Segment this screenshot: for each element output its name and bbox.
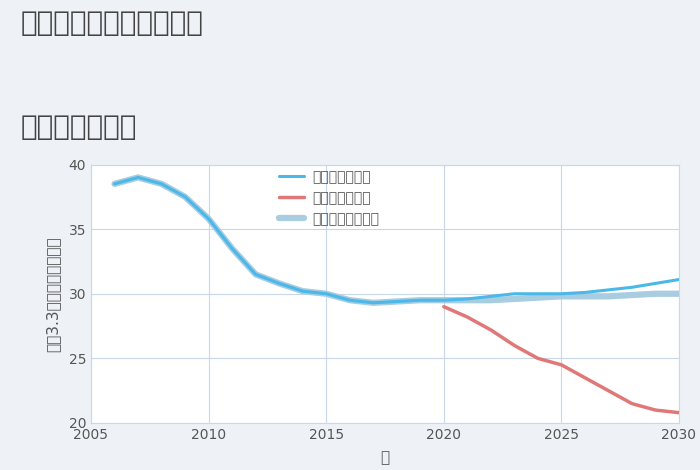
グッドシナリオ (651, 281, 659, 286)
Line: ノーマルシナリオ: ノーマルシナリオ (115, 177, 679, 303)
ノーマルシナリオ (181, 194, 189, 200)
ノーマルシナリオ (275, 281, 284, 286)
ノーマルシナリオ (369, 300, 377, 306)
グッドシナリオ (486, 293, 495, 299)
グッドシナリオ (510, 291, 519, 297)
Line: バッドシナリオ: バッドシナリオ (444, 306, 679, 413)
グッドシナリオ (604, 287, 612, 293)
バッドシナリオ (557, 362, 566, 368)
ノーマルシナリオ (533, 295, 542, 300)
ノーマルシナリオ (510, 296, 519, 302)
グッドシナリオ (416, 298, 424, 303)
ノーマルシナリオ (393, 299, 401, 305)
グッドシナリオ (440, 298, 448, 303)
グッドシナリオ (463, 296, 472, 302)
X-axis label: 年: 年 (380, 450, 390, 465)
ノーマルシナリオ (581, 293, 589, 299)
Y-axis label: 坪（3.3㎡）単価（万円）: 坪（3.3㎡）単価（万円） (46, 236, 60, 352)
Line: グッドシナリオ: グッドシナリオ (115, 177, 679, 303)
グッドシナリオ (346, 298, 354, 303)
バッドシナリオ (533, 355, 542, 361)
バッドシナリオ (440, 304, 448, 309)
グッドシナリオ (251, 272, 260, 277)
ノーマルシナリオ (416, 298, 424, 303)
ノーマルシナリオ (322, 291, 330, 297)
ノーマルシナリオ (675, 291, 683, 297)
ノーマルシナリオ (251, 272, 260, 277)
バッドシナリオ (604, 388, 612, 393)
グッドシナリオ (675, 277, 683, 282)
グッドシナリオ (628, 284, 636, 290)
バッドシナリオ (510, 343, 519, 348)
ノーマルシナリオ (557, 293, 566, 299)
ノーマルシナリオ (158, 181, 166, 187)
Text: 三重県津市安濃町太田の: 三重県津市安濃町太田の (21, 9, 204, 38)
グッドシナリオ (322, 291, 330, 297)
ノーマルシナリオ (486, 298, 495, 303)
ノーマルシナリオ (298, 288, 307, 294)
グッドシナリオ (369, 300, 377, 306)
グッドシナリオ (557, 291, 566, 297)
ノーマルシナリオ (463, 298, 472, 303)
ノーマルシナリオ (134, 174, 142, 180)
グッドシナリオ (393, 299, 401, 305)
グッドシナリオ (298, 288, 307, 294)
ノーマルシナリオ (204, 216, 213, 222)
ノーマルシナリオ (346, 298, 354, 303)
グッドシナリオ (581, 290, 589, 295)
ノーマルシナリオ (651, 291, 659, 297)
グッドシナリオ (111, 181, 119, 187)
ノーマルシナリオ (228, 246, 237, 251)
グッドシナリオ (533, 291, 542, 297)
バッドシナリオ (675, 410, 683, 415)
ノーマルシナリオ (604, 293, 612, 299)
グッドシナリオ (228, 246, 237, 251)
グッドシナリオ (134, 174, 142, 180)
Text: 土地の価格推移: 土地の価格推移 (21, 113, 137, 141)
グッドシナリオ (158, 181, 166, 187)
グッドシナリオ (275, 281, 284, 286)
Legend: グッドシナリオ, バッドシナリオ, ノーマルシナリオ: グッドシナリオ, バッドシナリオ, ノーマルシナリオ (274, 164, 385, 232)
バッドシナリオ (486, 327, 495, 333)
ノーマルシナリオ (628, 292, 636, 298)
バッドシナリオ (581, 375, 589, 381)
バッドシナリオ (463, 314, 472, 320)
グッドシナリオ (204, 216, 213, 222)
グッドシナリオ (181, 194, 189, 200)
ノーマルシナリオ (440, 298, 448, 303)
ノーマルシナリオ (111, 181, 119, 187)
バッドシナリオ (651, 407, 659, 413)
バッドシナリオ (628, 401, 636, 407)
